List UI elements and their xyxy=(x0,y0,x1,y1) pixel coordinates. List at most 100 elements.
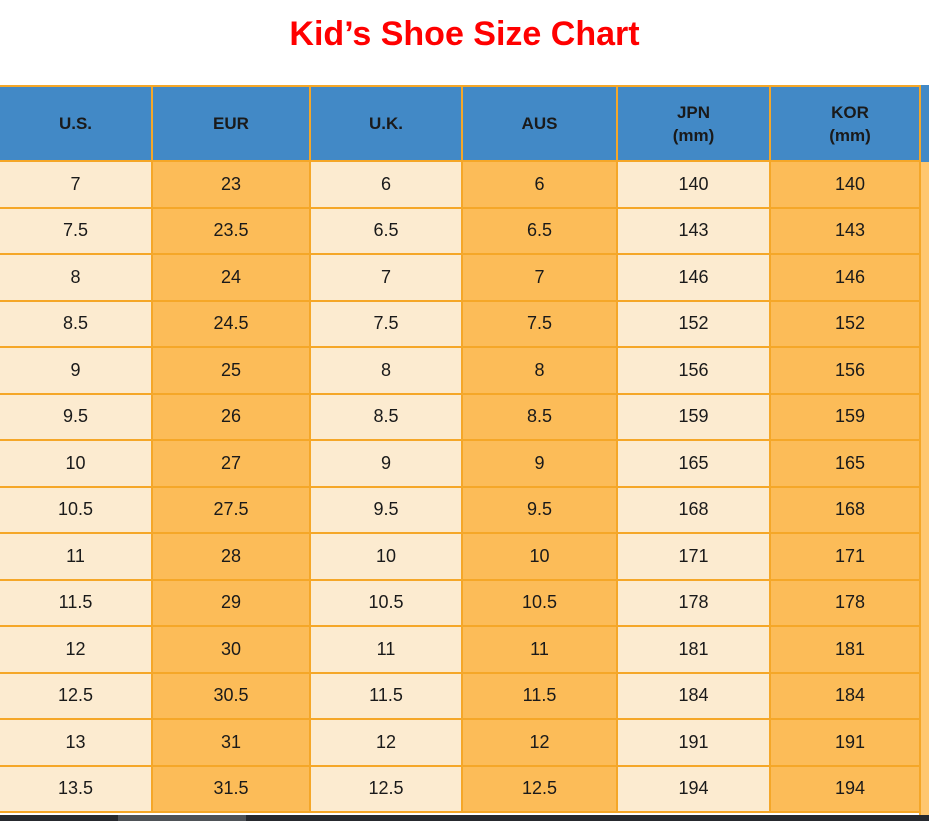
table-cell: 11.5 xyxy=(461,671,618,720)
table-cell: 140 xyxy=(769,160,929,209)
table-cell: 7 xyxy=(309,253,463,302)
header-cell-us: U.S. xyxy=(0,85,153,162)
header-cell-eur: EUR xyxy=(151,85,311,162)
table-cell: 25 xyxy=(151,346,311,395)
table-cell: 168 xyxy=(769,485,929,534)
table-cell: 28 xyxy=(151,532,311,581)
table-cell: 146 xyxy=(769,253,929,302)
table-cell: 23.5 xyxy=(151,206,311,255)
table-row: 9.5 26 8.5 8.5 159 159 xyxy=(0,392,929,441)
table-cell: 7 xyxy=(461,253,618,302)
table-cell: 23 xyxy=(151,160,311,209)
table-cell: 24.5 xyxy=(151,299,311,348)
table-cell: 6.5 xyxy=(309,206,463,255)
table-cell: 7.5 xyxy=(0,206,153,255)
table-cell: 8 xyxy=(309,346,463,395)
table-cell: 13.5 xyxy=(0,764,153,813)
table-cell: 27.5 xyxy=(151,485,311,534)
table-cell: 191 xyxy=(769,718,929,767)
table-row: 13 31 12 12 191 191 xyxy=(0,718,929,767)
table-cell: 143 xyxy=(616,206,771,255)
table-cell: 12.5 xyxy=(309,764,463,813)
table-cell: 7.5 xyxy=(461,299,618,348)
table-cell: 6.5 xyxy=(461,206,618,255)
header-label: KOR xyxy=(831,102,869,122)
table-row: 13.5 31.5 12.5 12.5 194 194 xyxy=(0,764,929,813)
table-cell: 10.5 xyxy=(461,578,618,627)
table-row: 8 24 7 7 146 146 xyxy=(0,253,929,302)
table-cell: 24 xyxy=(151,253,311,302)
table-cell: 8 xyxy=(0,253,153,302)
table-cell: 9.5 xyxy=(309,485,463,534)
table-cell: 10.5 xyxy=(309,578,463,627)
header-sublabel: (mm) xyxy=(829,125,871,145)
table-cell: 168 xyxy=(616,485,771,534)
table-cell: 178 xyxy=(769,578,929,627)
table-cell: 156 xyxy=(616,346,771,395)
table-cell: 184 xyxy=(769,671,929,720)
table-cell: 13 xyxy=(0,718,153,767)
header-label: U.S. xyxy=(58,114,93,133)
header-cell-aus: AUS xyxy=(461,85,618,162)
table-cell: 12.5 xyxy=(461,764,618,813)
table-row: 10 27 9 9 165 165 xyxy=(0,439,929,488)
table-cell: 10.5 xyxy=(0,485,153,534)
table-cell: 11.5 xyxy=(309,671,463,720)
table-cell: 181 xyxy=(616,625,771,674)
header-label: U.K. xyxy=(369,114,403,133)
table-cell: 26 xyxy=(151,392,311,441)
table-cell: 6 xyxy=(309,160,463,209)
table-cell: 171 xyxy=(769,532,929,581)
table-cell: 171 xyxy=(616,532,771,581)
table-cell: 8 xyxy=(461,346,618,395)
table-cell: 152 xyxy=(616,299,771,348)
table-row: 8.5 24.5 7.5 7.5 152 152 xyxy=(0,299,929,348)
header-label: AUS xyxy=(521,114,558,133)
table-cell: 10 xyxy=(309,532,463,581)
horizontal-scrollbar-track[interactable] xyxy=(0,815,929,821)
table-row: 7.5 23.5 6.5 6.5 143 143 xyxy=(0,206,929,255)
table-cell: 9 xyxy=(309,439,463,488)
table-cell: 10 xyxy=(0,439,153,488)
table-cell: 159 xyxy=(769,392,929,441)
table-row: 12.5 30.5 11.5 11.5 184 184 xyxy=(0,671,929,720)
table-row: 10.5 27.5 9.5 9.5 168 168 xyxy=(0,485,929,534)
table-cell: 11 xyxy=(461,625,618,674)
table-cell: 9 xyxy=(461,439,618,488)
table-row: 12 30 11 11 181 181 xyxy=(0,625,929,674)
page-title: Kid’s Shoe Size Chart xyxy=(289,15,640,53)
table-cell: 143 xyxy=(769,206,929,255)
table-cell: 146 xyxy=(616,253,771,302)
table-cell: 8.5 xyxy=(309,392,463,441)
header-cell-kor: KOR (mm) xyxy=(769,85,929,162)
table-row: 9 25 8 8 156 156 xyxy=(0,346,929,395)
table-cell: 165 xyxy=(616,439,771,488)
table-cell: 29 xyxy=(151,578,311,627)
table-cell: 31.5 xyxy=(151,764,311,813)
header-cell-uk: U.K. xyxy=(309,85,463,162)
header-cell-jpn: JPN (mm) xyxy=(616,85,771,162)
table-cell: 194 xyxy=(616,764,771,813)
shoe-size-table: U.S. EUR U.K. AUS JPN (mm) KOR (mm) 7 23 6 6 140 140… xyxy=(0,85,929,813)
horizontal-scrollbar-thumb[interactable] xyxy=(118,815,246,821)
table-cell: 12 xyxy=(461,718,618,767)
header-label: EUR xyxy=(213,114,249,133)
table-cell: 181 xyxy=(769,625,929,674)
table-cell: 30.5 xyxy=(151,671,311,720)
table-cell: 191 xyxy=(616,718,771,767)
table-cell: 184 xyxy=(616,671,771,720)
table-cell: 194 xyxy=(769,764,929,813)
table-cell: 152 xyxy=(769,299,929,348)
table-cell: 178 xyxy=(616,578,771,627)
table-row: 7 23 6 6 140 140 xyxy=(0,160,929,209)
table-cell: 11 xyxy=(0,532,153,581)
table-cell: 10 xyxy=(461,532,618,581)
table-cell: 140 xyxy=(616,160,771,209)
table-cell: 30 xyxy=(151,625,311,674)
table-row: 11.5 29 10.5 10.5 178 178 xyxy=(0,578,929,627)
table-row: 11 28 10 10 171 171 xyxy=(0,532,929,581)
table-cell: 31 xyxy=(151,718,311,767)
table-cell: 6 xyxy=(461,160,618,209)
header-label: JPN xyxy=(676,102,711,122)
